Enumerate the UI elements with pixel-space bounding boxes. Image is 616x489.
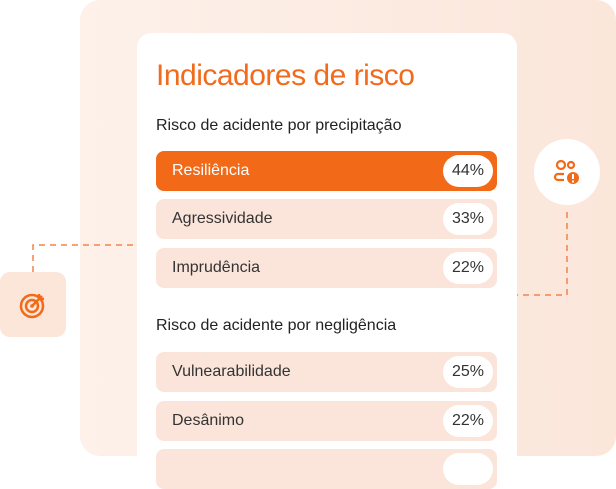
users-alert-badge (534, 139, 600, 205)
item-value: 22% (443, 405, 493, 437)
item-value: 44% (443, 155, 493, 187)
list-item[interactable]: Imprudência 22% (156, 248, 497, 288)
list-item[interactable]: Agressividade 33% (156, 199, 497, 239)
list-item[interactable]: Resiliência 44% (156, 151, 497, 191)
item-label: Desânimo (172, 412, 245, 429)
item-value: 22% (443, 252, 493, 284)
target-icon (19, 293, 45, 318)
item-value: 33% (443, 203, 493, 235)
item-label: Vulnearabilidade (172, 363, 291, 380)
list-item[interactable]: Vulnearabilidade 25% (156, 352, 497, 392)
risk-indicators-card: Indicadores de risco Risco de acidente p… (137, 33, 517, 489)
list-item[interactable] (156, 449, 497, 489)
target-badge (0, 272, 66, 337)
page-title: Indicadores de risco (156, 59, 415, 92)
item-label: Imprudência (172, 259, 261, 276)
section-title: Risco de acidente por precipitação (156, 117, 402, 134)
users-alert-icon (553, 159, 579, 184)
connector-lines (32, 212, 568, 296)
item-value (443, 453, 493, 485)
section-title: Risco de acidente por negligência (156, 317, 397, 334)
item-label: Agressividade (172, 210, 273, 227)
item-value: 25% (443, 356, 493, 388)
list-item[interactable]: Desânimo 22% (156, 401, 497, 441)
item-label: Resiliência (172, 162, 250, 179)
